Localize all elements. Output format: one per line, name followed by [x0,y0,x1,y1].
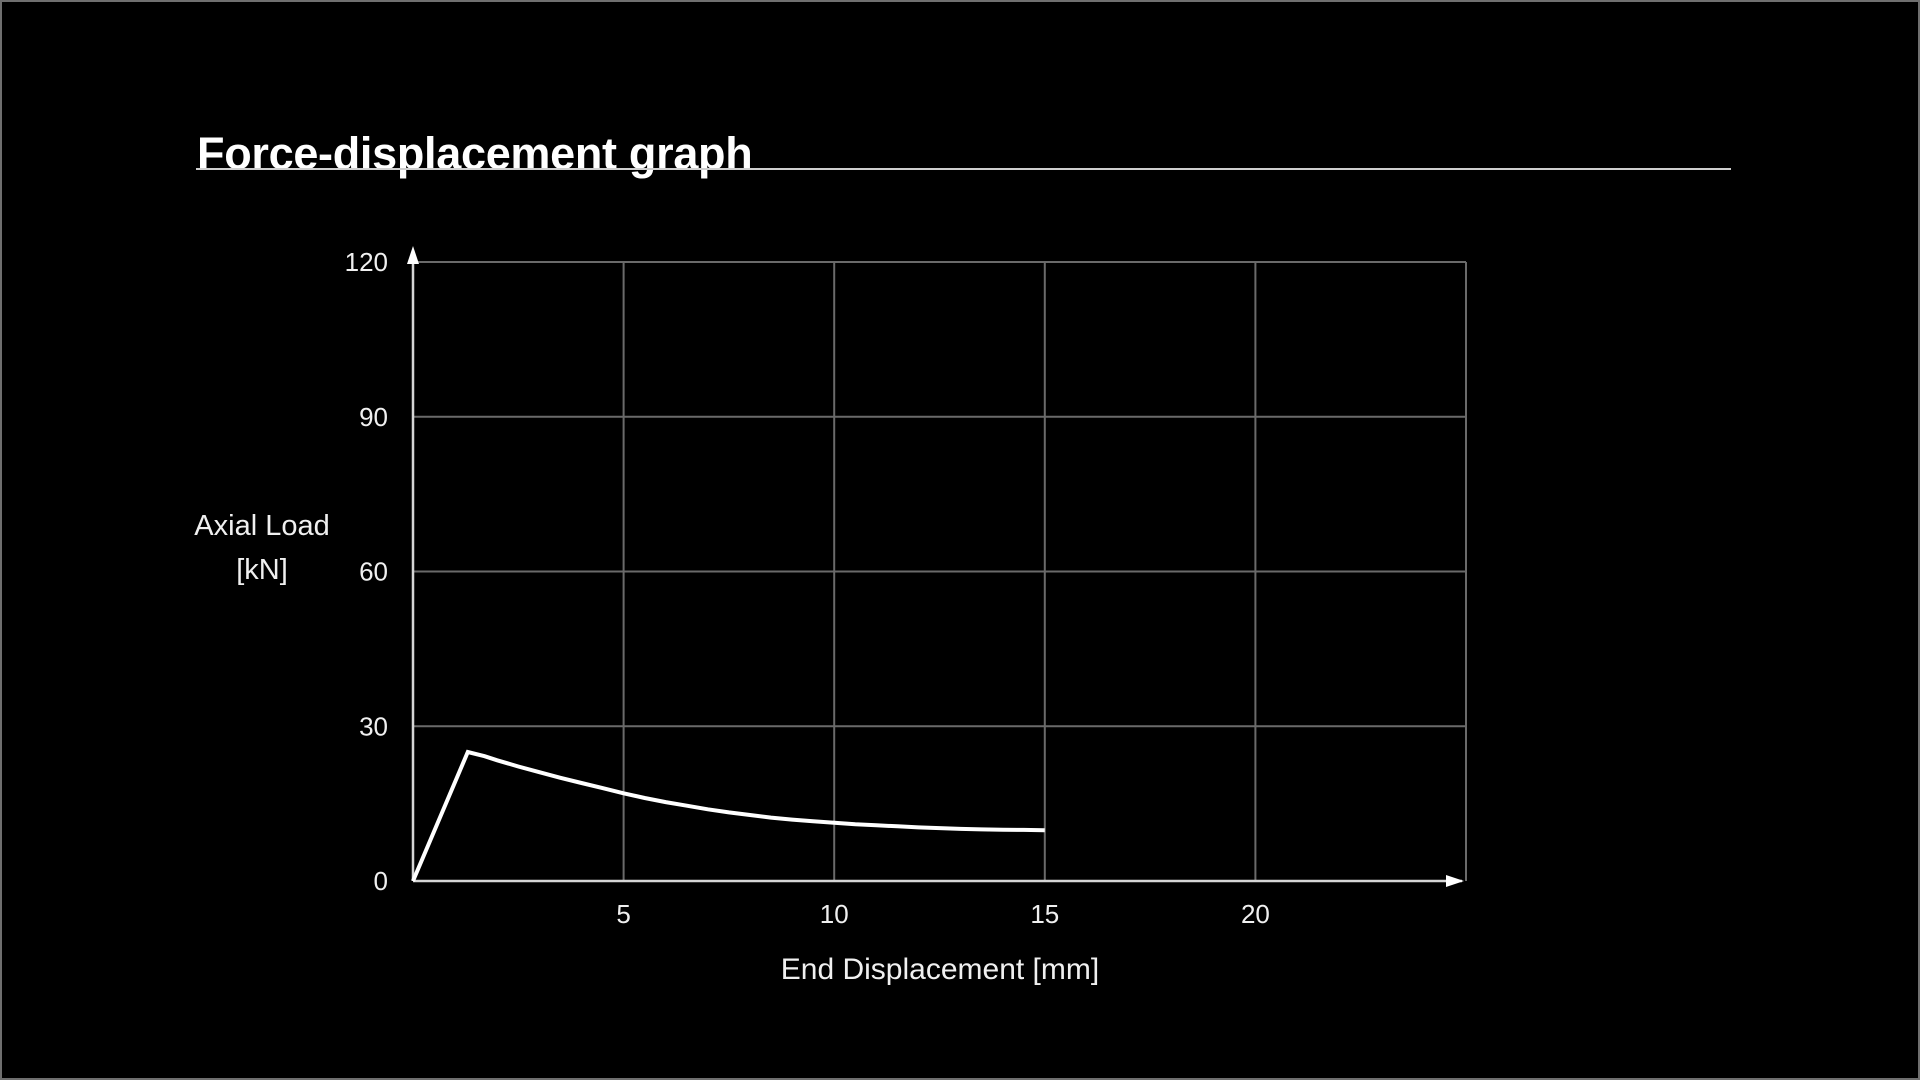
x-tick-label: 15 [1030,899,1059,929]
title-underline [196,168,1731,170]
x-tick-label: 5 [616,899,630,929]
y-tick-label: 0 [374,866,388,896]
x-tick-label: 20 [1241,899,1270,929]
y-axis-title-line2: [kN] [236,554,288,586]
x-axis-title: End Displacement [mm] [780,953,1100,986]
y-axis-title: Axial Load [kN] [152,504,372,592]
x-tick-label: 10 [820,899,849,929]
y-tick-label: 120 [345,247,388,277]
y-tick-label: 60 [359,557,388,587]
x-axis-arrowhead [1446,875,1464,887]
y-axis-title-line1: Axial Load [194,510,330,542]
data-curve [411,749,1045,882]
y-axis-arrowhead [407,246,419,264]
y-tick-label: 30 [359,711,388,741]
y-tick-label: 90 [359,402,388,432]
